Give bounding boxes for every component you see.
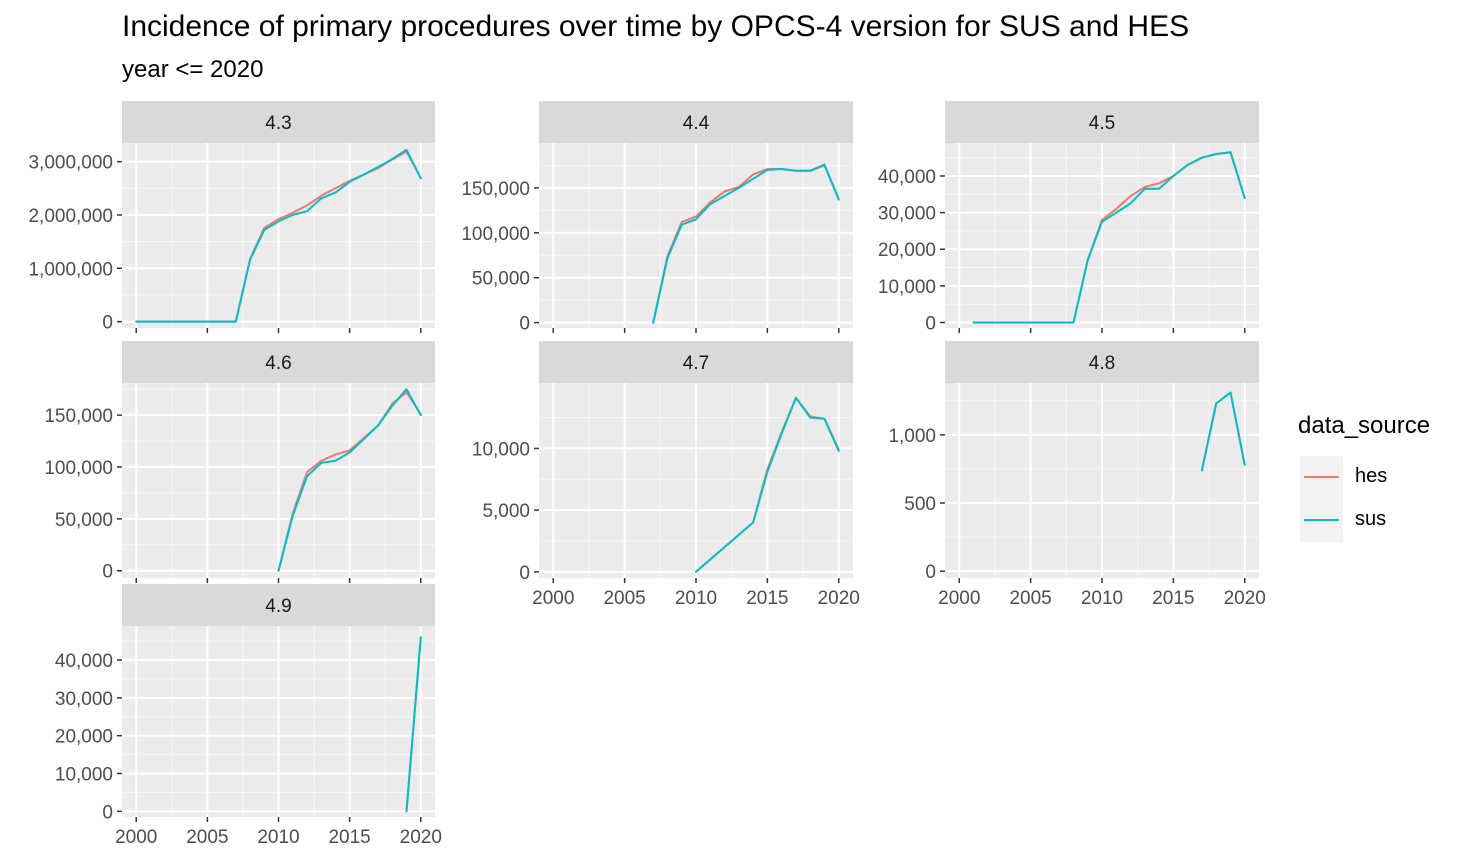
- series-line-sus: [652, 163, 840, 324]
- legend-swatch-sus: [1304, 519, 1339, 521]
- y-tick-label: 20,000: [55, 727, 113, 748]
- y-tick-label: 0: [102, 802, 113, 823]
- y-tick-label: 0: [925, 562, 936, 583]
- facet-panel-4-5: 4.5 0 10,000 20,000 30,000 40,000: [878, 101, 1259, 335]
- facet-strip: [122, 101, 435, 143]
- legend-title: data_source: [1298, 412, 1431, 439]
- facet-strip: [945, 101, 1259, 143]
- series-line-sus: [972, 151, 1246, 324]
- facet-strip-label: 4.6: [265, 353, 291, 374]
- y-tick-label: 500: [904, 494, 936, 515]
- series-line-sus: [277, 388, 422, 572]
- x-tick-label: 2015: [328, 827, 370, 848]
- facet-strip-label: 4.7: [683, 353, 709, 374]
- y-tick-label: 10,000: [55, 765, 113, 786]
- facet-strip: [539, 101, 853, 143]
- x-tick-label: 2005: [186, 827, 228, 848]
- y-tick-label: 1,000: [888, 426, 936, 447]
- y-tick-label: 40,000: [55, 651, 113, 672]
- y-tick-label: 5,000: [482, 501, 530, 522]
- y-tick-label: 50,000: [472, 269, 530, 290]
- x-tick-label: 2010: [675, 588, 717, 609]
- chart-subtitle: year <= 2020: [122, 56, 264, 83]
- facet-strip: [122, 341, 435, 383]
- series-line-sus: [405, 636, 422, 813]
- series-line-sus: [695, 396, 840, 573]
- series-line-sus: [135, 148, 422, 323]
- x-tick-label: 2010: [1081, 588, 1123, 609]
- facet-panel-4-7: 4.7 0 5,000 10,000 2000 2005 2010 2015 2020: [472, 341, 860, 609]
- facet-panel-4-4: 4.4 0 50,000 100,000 150,000: [461, 101, 853, 335]
- facet-panel-4-9: 4.9 0 10,000 20,000 30,000 40,000 2000 2005 2010…: [55, 584, 442, 848]
- x-tick-label: 2005: [603, 588, 645, 609]
- y-tick-label: 100,000: [44, 458, 113, 479]
- y-tick-label: 0: [519, 563, 530, 584]
- legend-key-hes: [1300, 456, 1343, 499]
- facet-strip-label: 4.9: [265, 596, 291, 617]
- x-tick-label: 2005: [1009, 588, 1051, 609]
- legend-label-hes: hes: [1355, 465, 1388, 487]
- x-tick-label: 2020: [400, 827, 442, 848]
- x-tick-label: 2010: [257, 827, 299, 848]
- facet-strip: [945, 341, 1259, 383]
- legend-swatch-hes: [1304, 476, 1339, 478]
- facet-strip-label: 4.3: [265, 113, 291, 134]
- series-line-sus: [1200, 391, 1246, 472]
- y-tick-label: 0: [102, 313, 113, 334]
- y-tick-label: 10,000: [878, 277, 936, 298]
- y-tick-label: 30,000: [55, 689, 113, 710]
- facet-panel-4-6: 4.6 0 50,000 100,000 150,000: [44, 341, 435, 583]
- y-tick-label: 40,000: [878, 167, 936, 188]
- y-tick-label: 20,000: [878, 240, 936, 261]
- legend: data_source hes sus: [1298, 412, 1431, 542]
- x-tick-label: 2015: [746, 588, 788, 609]
- y-tick-label: 0: [102, 562, 113, 583]
- x-tick-label: 2020: [818, 588, 860, 609]
- x-tick-label: 2020: [1224, 588, 1266, 609]
- facet-strip: [122, 584, 435, 626]
- legend-key-sus: [1300, 499, 1343, 542]
- chart-title: Incidence of primary procedures over tim…: [122, 10, 1190, 43]
- x-tick-label: 2015: [1152, 588, 1194, 609]
- facet-strip-label: 4.4: [683, 113, 710, 134]
- facet-strip-label: 4.8: [1089, 353, 1115, 374]
- x-tick-label: 2000: [938, 588, 980, 609]
- y-tick-label: 50,000: [55, 510, 113, 531]
- y-tick-label: 150,000: [461, 179, 530, 200]
- y-tick-label: 30,000: [878, 204, 936, 225]
- facet-panel-4-8: 4.8 0 500 1,000 2000 2005 2010 2015 2020: [888, 341, 1266, 609]
- legend-label-sus: sus: [1355, 508, 1387, 530]
- facet-panel-4-3: 4.3 0 1,000,000 2,000,000 3,000,000: [28, 101, 435, 334]
- y-tick-label: 1,000,000: [28, 259, 113, 280]
- y-tick-label: 10,000: [472, 439, 530, 460]
- x-tick-label: 2000: [115, 827, 157, 848]
- y-tick-label: 150,000: [44, 406, 113, 427]
- facet-strip: [539, 341, 853, 383]
- y-tick-label: 0: [925, 314, 936, 335]
- y-tick-label: 3,000,000: [28, 153, 113, 174]
- y-tick-label: 0: [519, 314, 530, 335]
- y-tick-label: 100,000: [461, 224, 530, 245]
- facet-strip-label: 4.5: [1089, 113, 1115, 134]
- y-tick-label: 2,000,000: [28, 206, 113, 227]
- x-tick-label: 2000: [532, 588, 574, 609]
